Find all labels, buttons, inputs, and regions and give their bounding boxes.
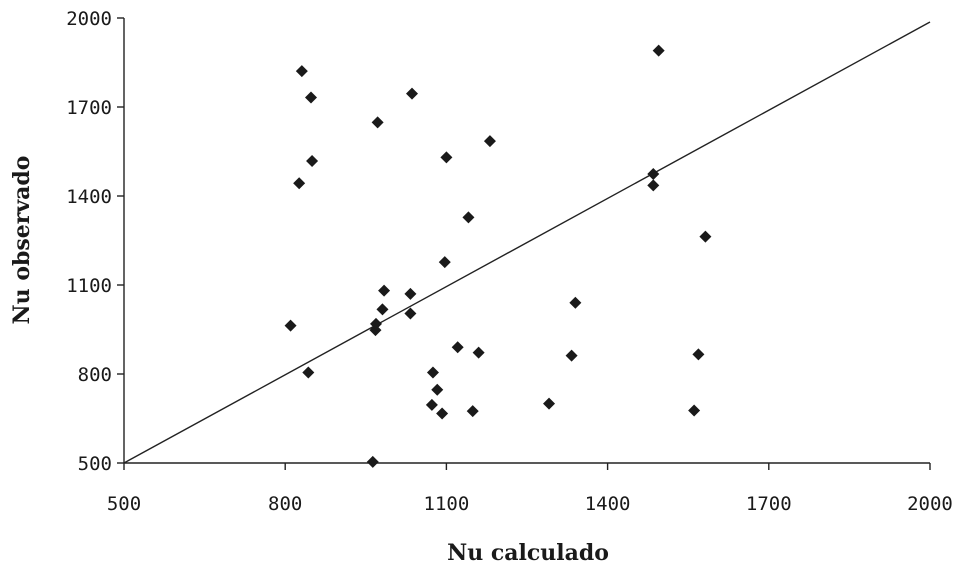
data-point: [451, 341, 464, 354]
y-tick-label: 1700: [66, 97, 112, 119]
data-point: [472, 346, 485, 359]
data-point: [378, 284, 391, 297]
data-point: [366, 455, 379, 468]
x-tick-label: 500: [107, 493, 141, 515]
reference-line: [123, 21, 931, 464]
data-point: [426, 366, 439, 379]
x-tick-label: 1400: [585, 493, 631, 515]
y-axis-title: Nu observado: [9, 156, 35, 325]
x-axis-title: Nu calculado: [447, 540, 609, 566]
y-tick-label: 1100: [66, 275, 112, 297]
data-point: [371, 116, 384, 129]
data-point: [431, 383, 444, 396]
data-point: [295, 65, 308, 78]
data-point: [302, 366, 315, 379]
y-tick-label: 1400: [66, 186, 112, 208]
data-point: [699, 230, 712, 243]
data-point: [692, 348, 705, 361]
y-tick-label: 500: [78, 453, 112, 475]
data-point: [466, 405, 479, 418]
x-tick-label: 1100: [424, 493, 470, 515]
data-point: [543, 397, 556, 410]
data-point: [483, 135, 496, 148]
data-point: [284, 319, 297, 332]
data-point: [440, 151, 453, 164]
data-point: [306, 154, 319, 167]
data-point: [425, 398, 438, 411]
data-point: [652, 44, 665, 57]
data-point: [565, 349, 578, 362]
data-point: [293, 177, 306, 190]
y-tick-label: 2000: [66, 8, 112, 30]
data-point: [569, 296, 582, 309]
x-tick-label: 2000: [907, 493, 953, 515]
x-tick-label: 1700: [746, 493, 792, 515]
data-point: [370, 317, 383, 330]
y-tick-label: 800: [78, 364, 112, 386]
data-point: [647, 179, 660, 192]
plot-area: 500 800 1100 1400 1700 2000 500 800 1100 1400 1700…: [66, 8, 953, 515]
data-point: [647, 168, 660, 181]
data-point: [462, 211, 475, 224]
data-point: [304, 91, 317, 104]
data-point: [404, 307, 417, 320]
data-point: [688, 404, 701, 417]
data-point: [438, 256, 451, 269]
data-point: [404, 287, 417, 300]
x-tick-label: 800: [268, 493, 302, 515]
data-point: [436, 407, 449, 420]
data-point: [406, 87, 419, 100]
data-point: [376, 303, 389, 316]
